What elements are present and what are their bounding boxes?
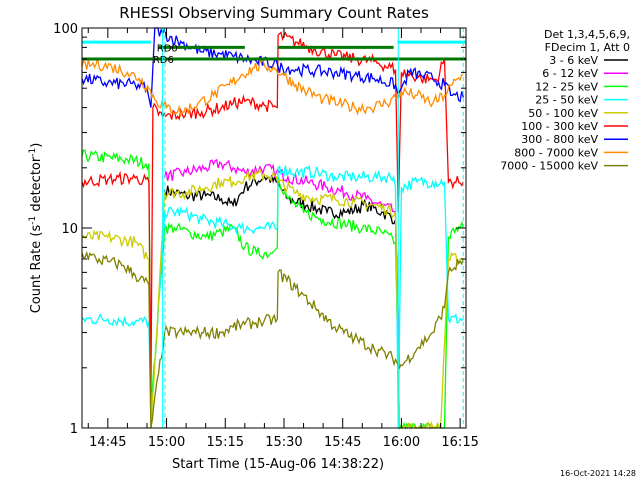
legend-label-4: 50 - 100 keV [528,107,598,120]
series-line-3 [81,165,464,429]
legend-label-0: 3 - 6 keV [549,54,598,67]
y-axis-label-main: Count Rate (s [29,225,44,314]
x-tick-label-6: 16:15 [441,435,478,450]
x-tick-label-4: 15:45 [324,435,361,450]
x-axis-label: Start Time (15-Aug-06 14:38:22) [172,457,384,472]
chart-title: RHESSI Observing Summary Count Rates [119,4,429,22]
y-axis-label-sup1: -1 [28,216,38,225]
legend-label-2: 12 - 25 keV [535,80,598,93]
legend-label-6: 300 - 800 keV [521,133,598,146]
y-tick-label-2: 100 [53,22,78,37]
x-tick-label-2: 15:15 [207,435,244,450]
series-line-2 [81,149,464,431]
series-line-1 [163,158,401,368]
legend-label-1: 6 - 12 keV [542,67,598,80]
legend-label-8: 7000 - 15000 keV [500,160,598,173]
date-stamp: 16-Oct-2021 14:28 [560,469,636,478]
legend-label-7: 800 - 7000 keV [514,146,598,159]
y-axis-label: Count Rate (s-1 detector-1) [28,143,44,314]
series-line-7 [81,58,464,118]
axes: 14:45 15:00 15:15 15:30 15:45 16:00 16:15 1 10 10… [53,22,479,450]
night-band-0 [82,28,149,428]
y-axis-label-end: ) [29,143,44,148]
x-tick-label-1: 15:00 [148,435,185,450]
legend-header-line-1: Det 1,3,4,5,6,9, [544,28,630,41]
x-tick-label-5: 16:00 [383,435,420,450]
night-bands [82,28,396,428]
legend-label-5: 100 - 300 keV [521,120,598,133]
x-tick-label-0: 14:45 [89,435,126,450]
series-line-5 [81,31,464,393]
y-tick-label-0: 1 [70,422,78,437]
y-axis-label-sup2: -1 [28,148,38,157]
legend: Det 1,3,4,5,6,9, FDecim 1, Att 0 3 - 6 k… [500,28,630,173]
legend-header-line-2: FDecim 1, Att 0 [545,41,630,54]
annotation-rd6: RD6 [153,55,174,66]
y-tick-label-1: 10 [61,222,78,237]
x-tick-label-3: 15:30 [265,435,302,450]
y-axis-label-mid: detector [29,156,44,216]
legend-label-3: 25 - 50 keV [535,94,598,107]
series-line-8 [81,250,464,429]
annotation-rd0: RD0 [157,43,178,54]
